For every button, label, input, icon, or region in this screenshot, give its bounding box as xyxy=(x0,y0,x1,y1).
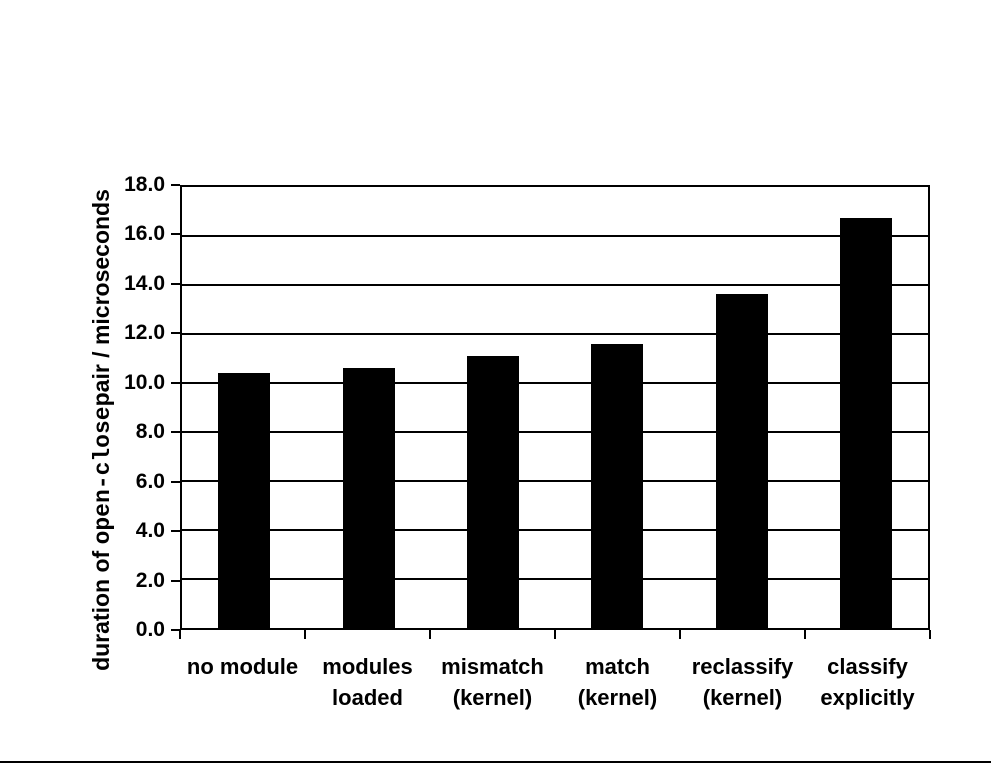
y-tick-mark xyxy=(171,530,180,533)
y-tick-label: 4.0 xyxy=(135,519,165,543)
y-tick-mark xyxy=(171,431,180,434)
y-tick-mark xyxy=(171,579,180,582)
x-tick-mark xyxy=(179,630,181,639)
bar-5 xyxy=(715,293,768,628)
gridline xyxy=(182,529,928,531)
x-axis-label-3: mismatch (kernel) xyxy=(441,654,544,710)
bottom-rule xyxy=(0,761,991,763)
y-tick-mark xyxy=(171,233,180,236)
bar-1 xyxy=(218,373,271,628)
bar-2 xyxy=(342,368,395,628)
y-tick-label: 18.0 xyxy=(124,173,165,196)
y-tick-label: 16.0 xyxy=(124,222,165,246)
gridline xyxy=(182,382,928,384)
y-tick-label: 14.0 xyxy=(124,271,165,295)
y-tick-mark xyxy=(171,282,180,285)
gridline xyxy=(182,235,928,237)
x-tick-mark xyxy=(429,630,431,639)
plot-area xyxy=(180,185,930,630)
x-axis-label-4: match (kernel) xyxy=(577,654,658,710)
y-tick-mark xyxy=(171,381,180,384)
x-axis-label-5: reclassify (kernel) xyxy=(691,654,794,710)
y-tick-mark xyxy=(171,629,180,631)
y-tick-mark xyxy=(171,332,180,335)
bar-6 xyxy=(839,217,892,628)
gridline xyxy=(182,578,928,580)
y-tick-mark xyxy=(171,184,180,186)
x-tick-mark xyxy=(929,630,931,639)
y-tick-label: 12.0 xyxy=(124,321,165,345)
y-axis-title-prefix: duration of xyxy=(88,544,114,671)
x-tick-mark xyxy=(304,630,306,639)
y-tick-mark xyxy=(171,480,180,483)
gridline xyxy=(182,480,928,482)
x-tick-mark xyxy=(554,630,556,639)
y-tick-label: 0.0 xyxy=(135,618,165,641)
x-tick-mark xyxy=(679,630,681,639)
bar-3 xyxy=(466,356,519,628)
gridline xyxy=(182,333,928,335)
y-tick-label: 8.0 xyxy=(135,420,165,444)
y-tick-label: 10.0 xyxy=(124,370,165,394)
gridline xyxy=(182,431,928,433)
y-tick-label: 2.0 xyxy=(135,568,165,592)
x-axis-label-1: no module xyxy=(186,654,299,679)
gridline xyxy=(182,284,928,286)
x-axis-label-2: modules loaded xyxy=(322,654,413,710)
x-axis-label-6: classify explicitly xyxy=(820,654,915,710)
y-tick-label: 6.0 xyxy=(135,469,165,493)
x-tick-mark xyxy=(804,630,806,639)
bar-4 xyxy=(591,343,644,628)
